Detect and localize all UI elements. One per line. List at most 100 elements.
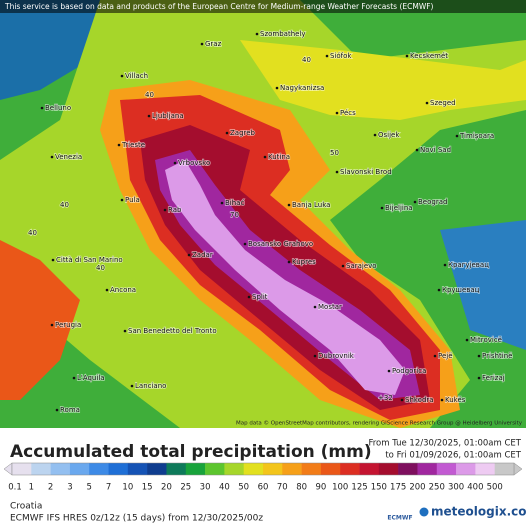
- zone-lavender: [165, 160, 405, 395]
- place-label: Ljubljana: [152, 112, 184, 120]
- place-label: Крушевац: [442, 286, 480, 294]
- colorbar-label: 7: [106, 483, 111, 493]
- place-label: Bihać: [225, 199, 244, 207]
- colorbar-label: 0.1: [8, 483, 22, 493]
- place-label: San Benedetto del Tronto: [128, 327, 217, 335]
- colorbar-label: 3: [67, 483, 72, 493]
- place-dot: [413, 200, 417, 204]
- colorbar-step: [494, 463, 515, 475]
- place-dot: [400, 398, 404, 402]
- place-dot: [373, 133, 377, 137]
- place-dot: [147, 114, 151, 118]
- colorbar-step: [108, 463, 129, 475]
- colorbar-label: 150: [371, 483, 387, 493]
- place-label: Osijek: [378, 131, 400, 139]
- place-label: Zadar: [192, 251, 213, 259]
- place-dot: [335, 170, 339, 174]
- colorbar-step: [166, 463, 187, 475]
- place-dot: [120, 74, 124, 78]
- colorbar-step: [69, 463, 90, 475]
- colorbar-label: 60: [258, 483, 269, 493]
- colorbar-label: 175: [390, 483, 406, 493]
- place-label: Banja Luka: [292, 201, 330, 209]
- colorbar-label: 25: [180, 483, 191, 493]
- model: ECMWF IFS HRES 0z/12z (15 days) from 12/…: [10, 514, 263, 524]
- colorbar-label: 30: [200, 483, 211, 493]
- colorbar-label: 5: [87, 483, 92, 493]
- place-label: Graz: [205, 40, 222, 48]
- colorbar-frame: [11, 462, 515, 476]
- colorbar-arrow: [513, 462, 523, 476]
- place-dot: [255, 32, 259, 36]
- colorbar-step: [417, 463, 438, 475]
- place-dot: [130, 384, 134, 388]
- place-dot: [341, 264, 345, 268]
- ecmwf-logo: ECMWF: [387, 515, 412, 522]
- colorbar-step: [12, 463, 32, 475]
- map-value: 40: [302, 56, 311, 64]
- colorbar-step: [340, 463, 360, 475]
- place-dot: [187, 253, 191, 257]
- colorbar-step: [398, 463, 418, 475]
- place-dot: [247, 295, 251, 299]
- place-label: Mostar: [318, 303, 342, 311]
- place-label: Beograd: [418, 198, 447, 206]
- place-label: Pécs: [340, 109, 356, 117]
- colorbar-label: 80: [296, 483, 307, 493]
- place-label: Lanciano: [135, 382, 166, 390]
- place-dot: [173, 161, 177, 165]
- region: Croatia: [10, 502, 42, 512]
- legend-title: Accumulated total precipitation (mm): [10, 442, 372, 462]
- place-dot: [50, 323, 54, 327]
- colorbar-step: [127, 463, 148, 475]
- place-label: Kecskemét: [410, 52, 448, 60]
- place-label: Rab: [168, 206, 182, 214]
- colorbar-step: [185, 463, 206, 475]
- colorbar-step: [205, 463, 225, 475]
- colorbar-step: [436, 463, 457, 475]
- colorbar-step: [31, 463, 51, 475]
- place-dot: [387, 369, 391, 373]
- place-dot: [325, 54, 329, 58]
- place-label: Trieste: [121, 141, 145, 149]
- map-value: +32: [378, 394, 393, 402]
- place-dot: [380, 206, 384, 210]
- place-dot: [335, 111, 339, 115]
- brand: meteologix.com: [431, 505, 526, 519]
- place-label: Kutina: [268, 153, 290, 161]
- place-dot: [287, 203, 291, 207]
- place-dot: [123, 329, 127, 333]
- colorbar-label: 250: [429, 483, 445, 493]
- place-label: Mitrovicë: [470, 336, 502, 344]
- zone-orange: [0, 240, 80, 400]
- zone-yellow: [240, 40, 526, 120]
- place-dot: [225, 131, 229, 135]
- colorbar-label: 400: [467, 483, 483, 493]
- place-label: Villach: [125, 72, 148, 80]
- place-dot: [200, 42, 204, 46]
- place-dot: [313, 354, 317, 358]
- place-label: Perugia: [55, 321, 81, 329]
- place-label: Siófok: [330, 52, 352, 60]
- place-dot: [105, 288, 109, 292]
- map-value: 70: [230, 211, 239, 219]
- place-label: Szombathely: [260, 30, 306, 38]
- place-label: Bijeljina: [385, 204, 413, 212]
- place-label: Zagreb: [230, 129, 256, 137]
- place-label: Kupres: [292, 258, 316, 266]
- place-dot: [425, 101, 429, 105]
- place-label: Novi Sad: [420, 146, 451, 154]
- place-dot: [287, 260, 291, 264]
- place-label: Prishtinë: [482, 352, 512, 360]
- colorbar-label: 500: [487, 483, 503, 493]
- place-dot: [465, 338, 469, 342]
- place-dot: [120, 198, 124, 202]
- colorbar-step: [301, 463, 322, 475]
- place-dot: [405, 54, 409, 58]
- place-label: Крагујевац: [448, 261, 489, 269]
- notice: This service is based on data and produc…: [4, 2, 434, 11]
- place-label: Pula: [125, 196, 140, 204]
- place-dot: [455, 134, 459, 138]
- place-label: Città di San Marino: [56, 256, 123, 264]
